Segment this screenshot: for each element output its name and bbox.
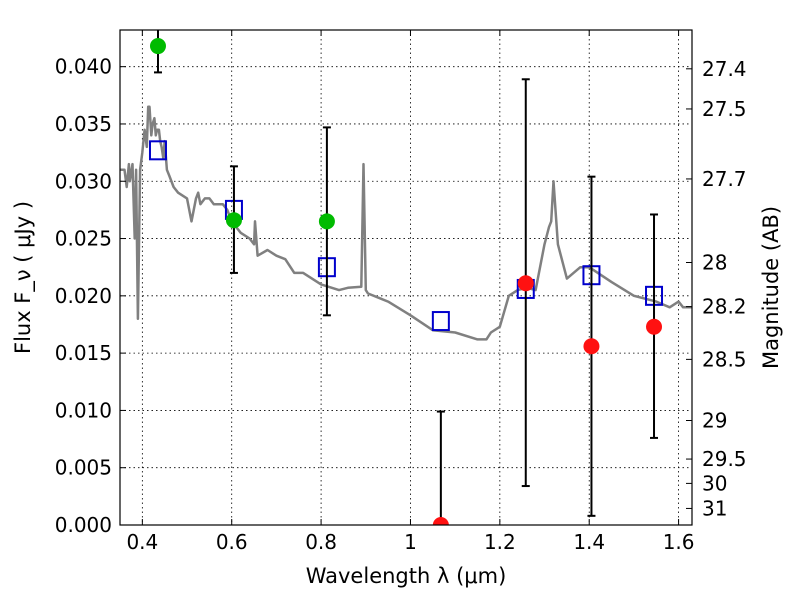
y2-tick-label: 27.7	[702, 167, 747, 191]
y2-tick-label: 29	[702, 408, 727, 432]
observed-flux-point	[318, 213, 335, 230]
y-tick-label: 0.035	[55, 112, 112, 136]
observed-flux-point	[646, 318, 663, 335]
y-axis-title: Flux F_ν ( μJy )	[11, 201, 36, 354]
x-tick-label: 0.4	[126, 530, 158, 554]
y2-tick-label: 28	[702, 250, 727, 274]
x-axis-title: Wavelength λ (μm)	[306, 564, 507, 588]
y2-axis-title: Magnitude (AB)	[759, 206, 783, 369]
y2-tick-label: 31	[702, 496, 727, 520]
observed-flux-point	[517, 275, 534, 292]
observed-flux-point	[149, 38, 166, 55]
y2-tick-label: 28.5	[702, 347, 747, 371]
y-tick-label: 0.000	[55, 513, 112, 537]
x-tick-label: 0.6	[216, 530, 248, 554]
y2-tick-label: 28.2	[702, 295, 747, 319]
plot-area	[120, 30, 692, 525]
x-tick-label: 1.6	[663, 530, 695, 554]
y-tick-label: 0.005	[55, 456, 112, 480]
grid	[120, 30, 692, 526]
x-tick-label: 0.8	[305, 530, 337, 554]
observed-flux-point	[432, 517, 449, 525]
y-tick-label: 0.030	[55, 169, 112, 193]
y-tick-label: 0.015	[55, 341, 112, 365]
x-tick-label: 1.2	[484, 530, 516, 554]
observed-flux-point	[225, 212, 242, 229]
series-layer	[120, 30, 692, 525]
spectrum-line	[120, 105, 692, 341]
plot-frame	[119, 29, 693, 526]
model-flux-square	[431, 311, 450, 332]
ticks: 0.4 0.6 0.8 1 1.2 1.4 1.6 0.000 0.005 0.010 0.015 0…	[55, 30, 747, 554]
y-tick-label: 0.040	[55, 55, 112, 79]
y2-tick-label: 27.4	[702, 57, 747, 81]
y2-tick-label: 29.5	[702, 447, 747, 471]
y2-tick-label: 30	[702, 471, 727, 495]
x-tick-label: 1	[404, 530, 417, 554]
y-tick-label: 0.010	[55, 398, 112, 422]
y2-tick-label: 27.5	[702, 97, 747, 121]
model-flux-square	[148, 140, 167, 161]
y-tick-label: 0.025	[55, 227, 112, 251]
y-tick-label: 0.020	[55, 284, 112, 308]
observed-flux-point	[583, 338, 600, 355]
x-tick-label: 1.4	[573, 530, 605, 554]
